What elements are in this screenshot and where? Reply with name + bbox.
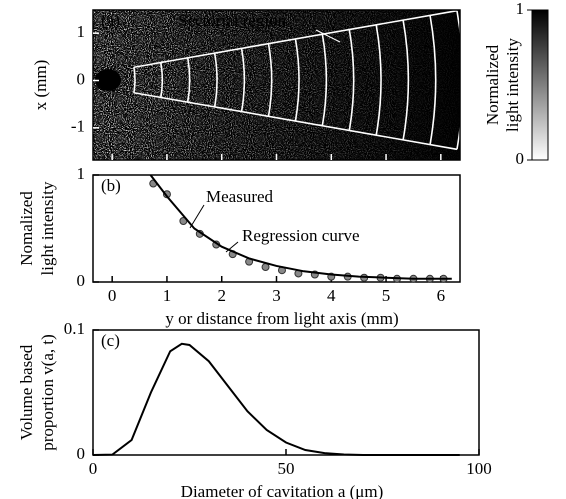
sector-edge [133,9,458,69]
colorbar-tick-label: 0 [516,149,525,168]
y-tick-label: -1 [71,117,85,136]
regression-curve [149,174,452,280]
x-tick-label: 100 [466,459,492,478]
sector-edge [133,91,458,151]
sector-arc [321,34,328,126]
distribution-curve [92,342,460,456]
x-tick-label: 5 [382,286,391,305]
y-axis-label: x (mm) [31,60,50,111]
annotation: Sectorial region [178,11,287,30]
probe-shadow [95,69,121,91]
sector-arc [348,29,355,131]
y-tick-label: 1 [77,22,86,41]
sector-arc [375,24,382,136]
x-tick-label: 0 [108,286,117,305]
x-tick-label: 3 [272,286,281,305]
sectorial-region [133,9,464,151]
colorbar-tick-label: 1 [516,0,525,18]
y-axis-label: proportion v(a, t) [38,334,57,451]
x-tick-label: 50 [278,459,295,478]
x-tick-label: 6 [437,286,446,305]
sector-arc [133,67,136,93]
panel-label: (a) [101,11,120,30]
colorbar-label: Normalized [483,44,502,125]
sector-arc [186,57,191,103]
x-axis-label: y or distance from light axis (mm) [165,309,398,328]
colorbar-label: light intensity [503,38,522,132]
sector-arc [160,62,164,98]
series-label: Regression curve [242,226,360,245]
series-label: Measured [206,187,274,206]
annotation-leader [315,29,341,43]
panel-label: (b) [101,176,121,195]
sector-arc [294,38,300,122]
y-tick-label: 0 [77,271,86,290]
sector-arc [429,15,437,145]
y-tick-label: 0 [77,444,86,463]
y-tick-label: 0.1 [64,319,85,338]
panel-label: (c) [101,331,120,350]
y-axis-label: Nomalized [17,191,36,266]
y-axis-label: Volume based [17,344,36,440]
annotation-leader [189,204,205,229]
x-tick-label: 2 [217,286,226,305]
sector-arc [267,43,273,117]
x-axis-label: Diameter of cavitation a (μm) [181,482,384,499]
y-tick-label: 0 [77,69,86,88]
sector-arc [240,48,246,112]
sector-arc [456,10,464,150]
sector-arc [213,52,218,108]
y-tick-label: 1 [77,164,86,183]
x-tick-label: 4 [327,286,336,305]
colorbar [531,9,549,161]
x-tick-label: 1 [163,286,172,305]
image-speckle [93,10,460,160]
annotation-leader [225,241,239,253]
x-tick-label: 0 [89,459,98,478]
y-axis-label: light intensity [38,181,57,275]
sector-arc [402,19,410,141]
